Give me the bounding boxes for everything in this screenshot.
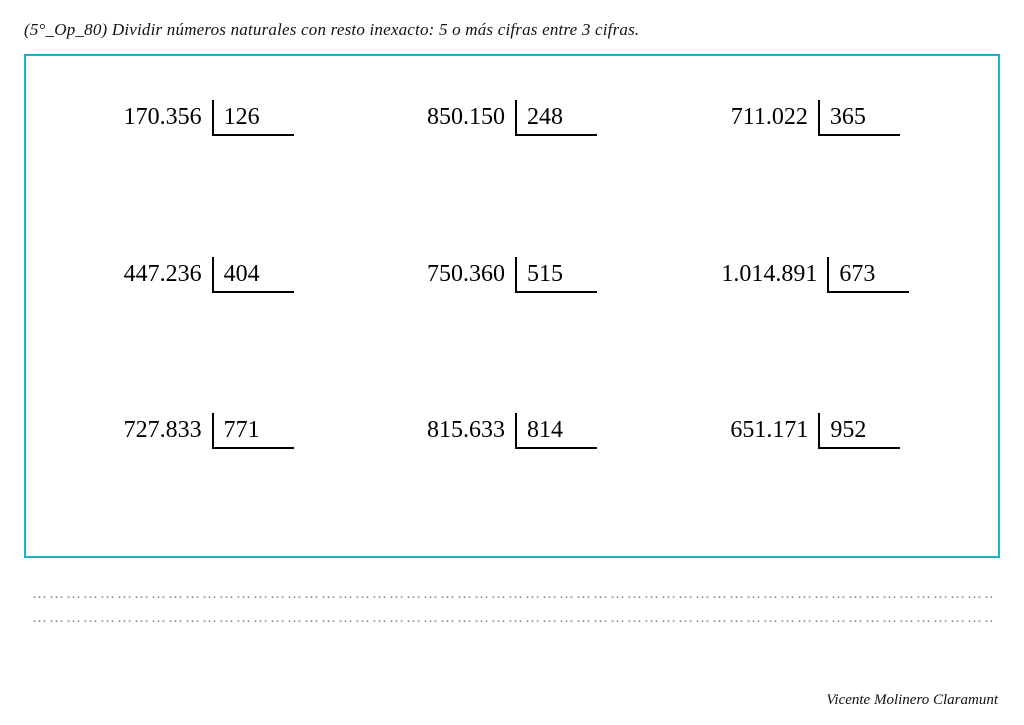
division-problem: 727.833 771 xyxy=(62,413,355,500)
division-problem: 750.360 515 xyxy=(365,257,658,344)
problems-frame: 170.356 126 850.150 248 711.022 365 447.… xyxy=(24,54,1000,558)
dividend-value: 170.356 xyxy=(124,100,212,134)
dividend-value: 651.171 xyxy=(730,413,818,447)
divisor-value: 365 xyxy=(818,100,900,136)
worksheet-title: (5°_Op_80) Dividir números naturales con… xyxy=(24,20,1000,40)
division-problem: 850.150 248 xyxy=(365,100,658,187)
divisor-box: 814 xyxy=(515,413,597,449)
division-problem: 711.022 365 xyxy=(669,100,962,187)
divisor-value: 814 xyxy=(515,413,597,449)
divisor-value: 673 xyxy=(827,257,909,293)
divisor-box: 248 xyxy=(515,100,597,136)
divisor-box: 771 xyxy=(212,413,294,449)
dividend-value: 727.833 xyxy=(124,413,212,447)
divisor-value: 126 xyxy=(212,100,294,136)
division-problem: 447.236 404 xyxy=(62,257,355,344)
division-problem: 815.633 814 xyxy=(365,413,658,500)
divisor-box: 404 xyxy=(212,257,294,293)
divisor-box: 126 xyxy=(212,100,294,136)
dotted-line: …………………………………………………………………………………………………………… xyxy=(32,610,992,634)
dividend-value: 750.360 xyxy=(427,257,515,291)
division-problem: 170.356 126 xyxy=(62,100,355,187)
dividend-value: 850.150 xyxy=(427,100,515,134)
divisor-box: 952 xyxy=(818,413,900,449)
dividend-value: 815.633 xyxy=(427,413,515,447)
dividend-value: 447.236 xyxy=(124,257,212,291)
divisor-box: 673 xyxy=(827,257,909,293)
divisor-box: 365 xyxy=(818,100,900,136)
division-problem: 651.171 952 xyxy=(669,413,962,500)
worksheet-page: (5°_Op_80) Dividir números naturales con… xyxy=(0,0,1024,725)
author-credit: Vicente Molinero Claramunt xyxy=(826,692,998,709)
answer-lines: …………………………………………………………………………………………………………… xyxy=(24,586,1000,634)
divisor-value: 952 xyxy=(818,413,900,449)
divisor-box: 515 xyxy=(515,257,597,293)
divisor-value: 771 xyxy=(212,413,294,449)
dotted-line: …………………………………………………………………………………………………………… xyxy=(32,586,992,610)
dividend-value: 711.022 xyxy=(731,100,818,134)
divisor-value: 248 xyxy=(515,100,597,136)
divisor-value: 404 xyxy=(212,257,294,293)
divisor-value: 515 xyxy=(515,257,597,293)
division-problem: 1.014.891 673 xyxy=(669,257,962,344)
dividend-value: 1.014.891 xyxy=(721,257,827,291)
